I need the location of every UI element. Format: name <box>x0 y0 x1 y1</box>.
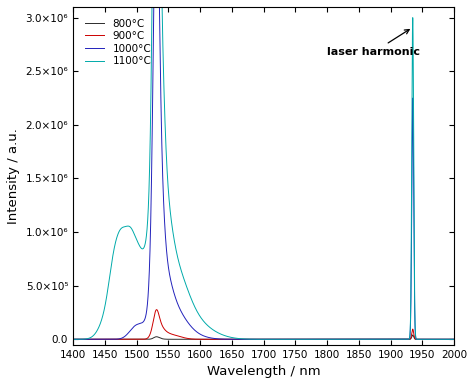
Line: 1000°C: 1000°C <box>73 0 454 339</box>
900°C <box>127 337 132 341</box>
800°C <box>169 337 174 341</box>
1100°C <box>451 337 457 341</box>
1000°C <box>265 337 271 341</box>
800°C <box>265 337 271 341</box>
Legend: 800°C, 900°C, 1000°C, 1100°C: 800°C, 900°C, 1000°C, 1100°C <box>82 15 155 70</box>
1000°C <box>302 337 308 341</box>
Text: laser harmonic: laser harmonic <box>327 30 420 57</box>
1000°C <box>271 337 276 341</box>
900°C <box>154 307 159 312</box>
800°C <box>410 333 416 337</box>
800°C <box>280 337 285 341</box>
1100°C <box>169 221 174 226</box>
1000°C <box>127 329 132 334</box>
1100°C <box>90 333 96 338</box>
1000°C <box>451 337 457 341</box>
800°C <box>127 337 132 341</box>
900°C <box>451 337 457 341</box>
900°C <box>302 337 308 341</box>
Y-axis label: Intensity / a.u.: Intensity / a.u. <box>7 128 20 224</box>
900°C <box>90 337 96 341</box>
1100°C <box>265 337 271 341</box>
1100°C <box>271 337 276 341</box>
1000°C <box>169 282 174 287</box>
Line: 900°C: 900°C <box>73 310 454 339</box>
1100°C <box>127 224 132 229</box>
800°C <box>70 337 76 341</box>
X-axis label: Wavelength / nm: Wavelength / nm <box>207 365 320 378</box>
900°C <box>70 337 76 341</box>
800°C <box>451 337 457 341</box>
1100°C <box>70 337 76 341</box>
Line: 800°C: 800°C <box>73 335 454 339</box>
1100°C <box>302 337 308 341</box>
800°C <box>271 337 276 341</box>
Line: 1100°C: 1100°C <box>73 0 454 339</box>
1000°C <box>90 337 96 341</box>
900°C <box>265 337 271 341</box>
900°C <box>169 332 174 336</box>
1000°C <box>70 337 76 341</box>
800°C <box>302 337 308 341</box>
900°C <box>271 337 276 341</box>
800°C <box>90 337 96 341</box>
